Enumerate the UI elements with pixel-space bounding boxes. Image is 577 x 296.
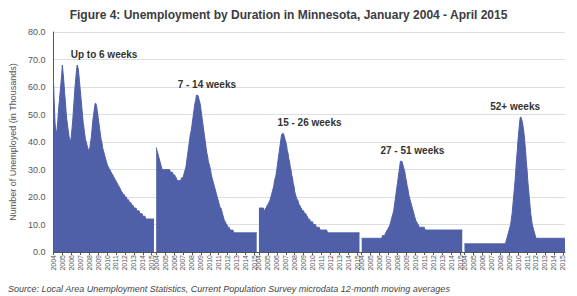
svg-text:2007: 2007 xyxy=(77,255,84,271)
svg-text:Source: Local Area Unemploymen: Source: Local Area Unemployment Statisti… xyxy=(8,284,450,294)
svg-text:2009: 2009 xyxy=(506,255,513,271)
svg-text:2009: 2009 xyxy=(403,255,410,271)
svg-text:50.0: 50.0 xyxy=(28,110,46,120)
svg-text:2013: 2013 xyxy=(439,255,446,271)
svg-text:2006: 2006 xyxy=(68,255,75,271)
svg-text:2004: 2004 xyxy=(461,255,468,271)
svg-text:2007: 2007 xyxy=(488,255,495,271)
svg-text:15 - 26 weeks: 15 - 26 weeks xyxy=(278,117,342,128)
svg-text:2015: 2015 xyxy=(559,255,566,271)
svg-text:70.0: 70.0 xyxy=(28,55,46,65)
svg-text:2008: 2008 xyxy=(497,255,504,271)
svg-text:2005: 2005 xyxy=(59,255,66,271)
svg-text:30.0: 30.0 xyxy=(28,165,46,175)
svg-text:2004: 2004 xyxy=(50,255,57,271)
svg-text:2006: 2006 xyxy=(171,255,178,271)
svg-text:10.0: 10.0 xyxy=(28,220,46,230)
svg-text:2009: 2009 xyxy=(300,255,307,271)
svg-text:2008: 2008 xyxy=(86,255,93,271)
svg-text:2012: 2012 xyxy=(327,255,334,271)
svg-text:2011: 2011 xyxy=(421,255,428,270)
svg-text:2013: 2013 xyxy=(130,255,137,271)
svg-text:2014: 2014 xyxy=(550,255,557,271)
svg-text:2011: 2011 xyxy=(524,255,531,270)
svg-text:2008: 2008 xyxy=(291,255,298,271)
svg-text:60.0: 60.0 xyxy=(28,82,46,92)
svg-text:Figure 4: Unemployment by Dura: Figure 4: Unemployment by Duration in Mi… xyxy=(70,8,508,22)
svg-text:2005: 2005 xyxy=(470,255,477,271)
svg-text:2012: 2012 xyxy=(430,255,437,271)
svg-text:2009: 2009 xyxy=(95,255,102,271)
svg-text:80.0: 80.0 xyxy=(28,27,46,37)
svg-text:7 - 14 weeks: 7 - 14 weeks xyxy=(178,79,237,90)
svg-text:20.0: 20.0 xyxy=(28,192,46,202)
svg-text:2012: 2012 xyxy=(121,255,128,271)
svg-text:40.0: 40.0 xyxy=(28,137,46,147)
svg-text:2012: 2012 xyxy=(532,255,539,271)
svg-text:2005: 2005 xyxy=(367,255,374,271)
svg-text:2014: 2014 xyxy=(139,255,146,271)
svg-text:2011: 2011 xyxy=(318,255,325,270)
svg-text:2013: 2013 xyxy=(233,255,240,271)
svg-text:2013: 2013 xyxy=(336,255,343,271)
svg-text:2013: 2013 xyxy=(541,255,548,271)
svg-text:2010: 2010 xyxy=(309,255,316,271)
svg-text:2006: 2006 xyxy=(376,255,383,271)
svg-text:2004: 2004 xyxy=(153,255,160,271)
svg-text:2004: 2004 xyxy=(255,255,262,271)
svg-text:2005: 2005 xyxy=(162,255,169,271)
svg-text:2009: 2009 xyxy=(197,255,204,271)
svg-text:2004: 2004 xyxy=(358,255,365,271)
svg-text:2008: 2008 xyxy=(188,255,195,271)
svg-text:2008: 2008 xyxy=(394,255,401,271)
svg-text:52+ weeks: 52+ weeks xyxy=(490,101,540,112)
svg-text:27 - 51 weeks: 27 - 51 weeks xyxy=(380,145,444,156)
svg-text:2011: 2011 xyxy=(215,255,222,270)
svg-text:2007: 2007 xyxy=(282,255,289,271)
svg-text:2014: 2014 xyxy=(345,255,352,271)
svg-text:2005: 2005 xyxy=(264,255,271,271)
svg-text:0.0: 0.0 xyxy=(33,247,46,257)
svg-text:2010: 2010 xyxy=(412,255,419,271)
svg-text:2011: 2011 xyxy=(112,255,119,270)
svg-text:2006: 2006 xyxy=(479,255,486,271)
svg-text:2010: 2010 xyxy=(515,255,522,271)
svg-text:2010: 2010 xyxy=(104,255,111,271)
svg-text:2014: 2014 xyxy=(242,255,249,271)
svg-text:Number of Unemployed (in Thous: Number of Unemployed (in Thousands) xyxy=(8,63,18,220)
svg-text:2006: 2006 xyxy=(273,255,280,271)
svg-text:2010: 2010 xyxy=(206,255,213,271)
svg-text:2014: 2014 xyxy=(448,255,455,271)
svg-text:2012: 2012 xyxy=(224,255,231,271)
svg-text:2007: 2007 xyxy=(179,255,186,271)
svg-text:Up to 6 weeks: Up to 6 weeks xyxy=(71,49,138,60)
svg-text:2007: 2007 xyxy=(385,255,392,271)
